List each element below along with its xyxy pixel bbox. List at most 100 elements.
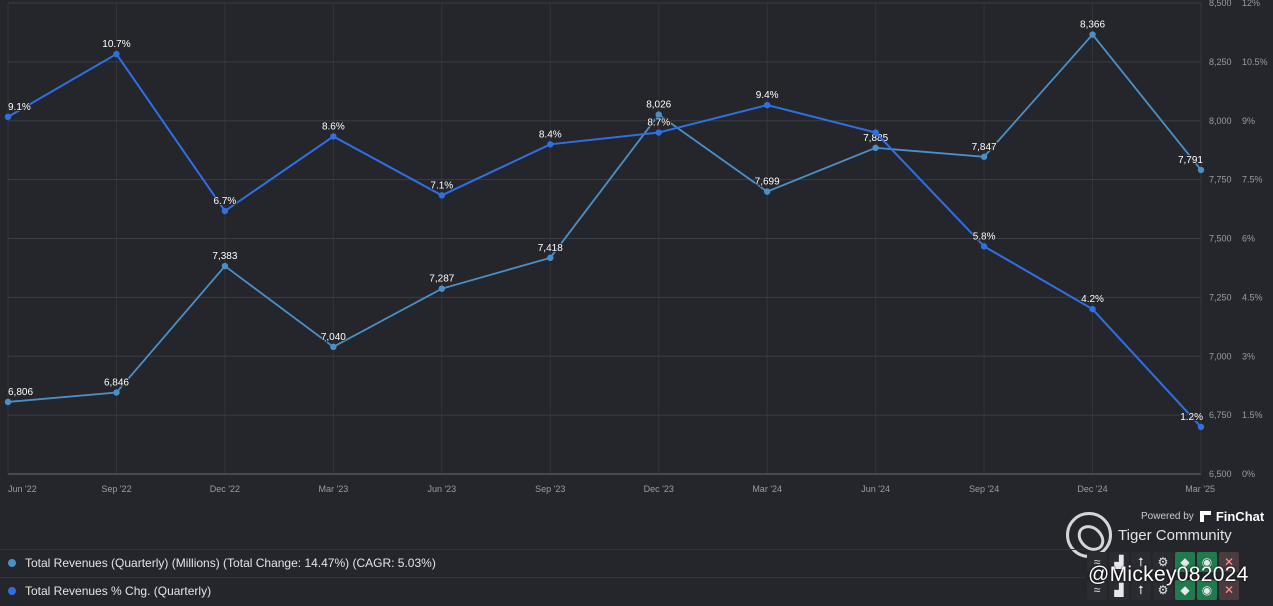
chart-style-icon[interactable]: ≈ <box>1087 552 1107 572</box>
series-controls-pct-chg: ≈ ▟ ⭡ ⚙ ◆ ◉ ✕ <box>1087 580 1239 602</box>
pct-chg-point <box>438 192 446 199</box>
revenue-point <box>1089 31 1096 38</box>
y-left-tick-label: 6,750 <box>1209 410 1232 420</box>
pct-chg-data-label: 5.8% <box>973 231 996 242</box>
sort-icon[interactable]: ⭡ <box>1131 580 1151 600</box>
finchat-logo-icon <box>1198 509 1212 523</box>
watermark: @Mickey082024 <box>1088 563 1249 586</box>
pct-chg-point <box>763 101 771 109</box>
y-right-tick-label: 7.5% <box>1242 175 1263 185</box>
x-tick-label: Sep '23 <box>535 484 565 494</box>
pct-chg-point <box>655 129 662 136</box>
x-tick-label: Dec '24 <box>1077 484 1107 494</box>
legend-dot-pct-chg <box>8 586 16 595</box>
revenue-data-label: 7,040 <box>321 332 346 343</box>
revenue-data-label: 7,287 <box>429 274 454 285</box>
x-tick-label: Jun '24 <box>861 484 890 494</box>
pct-chg-data-label: 1.2% <box>1180 412 1203 423</box>
y-right-tick-label: 4.5% <box>1242 292 1263 302</box>
chart-style-icon[interactable]: ≈ <box>1087 580 1107 600</box>
tag-icon[interactable]: ◆ <box>1175 580 1195 600</box>
x-tick-label: Jun '23 <box>427 484 456 494</box>
pct-chg-data-label: 6.7% <box>214 196 237 207</box>
revenue-point <box>438 285 446 292</box>
y-right-tick-label: 12% <box>1242 0 1260 8</box>
series-controls-revenues: ≈ ▟ ⭡ ⚙ ◆ ◉ ✕ <box>1087 552 1239 574</box>
powered-by-text: Powered by <box>1141 510 1194 522</box>
pct-chg-point <box>4 113 12 121</box>
y-right-tick-label: 10.5% <box>1242 57 1268 67</box>
revenue-point <box>330 343 337 351</box>
pct-chg-data-label: 8.4% <box>539 129 562 140</box>
eye-icon[interactable]: ◉ <box>1197 552 1217 572</box>
x-tick-label: Mar '24 <box>752 484 782 494</box>
revenue-data-label: 7,847 <box>972 142 997 153</box>
gear-icon[interactable]: ⚙ <box>1153 580 1173 600</box>
x-tick-label: Mar '23 <box>318 484 348 494</box>
revenue-point <box>872 144 879 152</box>
bar-chart-icon[interactable]: ▟ <box>1109 552 1129 572</box>
pct-chg-point <box>1089 305 1096 313</box>
pct-chg-data-label: 9.1% <box>8 102 31 113</box>
revenue-data-label: 7,791 <box>1178 155 1203 166</box>
y-left-tick-label: 8,250 <box>1209 57 1232 67</box>
close-icon[interactable]: ✕ <box>1219 552 1239 572</box>
y-right-tick-label: 9% <box>1242 116 1255 126</box>
revenue-data-label: 6,846 <box>104 378 129 389</box>
close-icon[interactable]: ✕ <box>1219 580 1239 600</box>
revenue-point <box>113 389 120 396</box>
y-left-tick-label: 7,750 <box>1209 175 1232 185</box>
revenue-point <box>763 188 771 195</box>
y-left-tick-label: 6,500 <box>1209 469 1232 479</box>
pct-chg-data-label: 4.2% <box>1081 294 1104 305</box>
x-tick-label: Dec '22 <box>210 484 240 494</box>
eye-icon[interactable]: ◉ <box>1197 580 1217 600</box>
pct-chg-point <box>330 133 337 140</box>
revenue-point <box>547 254 554 262</box>
y-left-tick-label: 8,500 <box>1209 0 1232 8</box>
revenue-point <box>655 111 662 118</box>
x-tick-label: Sep '24 <box>969 484 999 494</box>
pct-chg-data-label: 9.4% <box>756 90 779 101</box>
sort-icon[interactable]: ⭡ <box>1131 552 1151 572</box>
pct-chg-data-label: 10.7% <box>102 39 130 50</box>
revenue-data-label: 6,806 <box>8 387 33 398</box>
legend-dot-revenues <box>8 558 16 567</box>
bar-chart-icon[interactable]: ▟ <box>1109 580 1129 600</box>
pct-chg-point <box>547 141 554 148</box>
revenue-point <box>4 398 12 406</box>
revenue-point <box>980 153 988 160</box>
tag-icon[interactable]: ◆ <box>1175 552 1195 572</box>
gear-icon[interactable]: ⚙ <box>1153 552 1173 572</box>
revenue-data-label: 7,699 <box>755 177 780 188</box>
y-right-tick-label: 1.5% <box>1242 410 1263 420</box>
revenue-data-label: 7,383 <box>212 251 237 262</box>
chart-area: 6,500 6,750 7,000 7,250 7,500 7,750 8,000 8,250… <box>4 0 1268 494</box>
revenue-point <box>1197 166 1205 174</box>
legend-row-revenues[interactable]: Total Revenues (Quarterly) (Millions) (T… <box>0 549 1085 575</box>
x-tick-label: Sep '22 <box>101 484 131 494</box>
tiger-community-label: Tiger Community <box>1118 527 1232 544</box>
pct-chg-point <box>221 207 229 215</box>
legend-row-pct-chg[interactable]: Total Revenues % Chg. (Quarterly) <box>0 577 1085 603</box>
y-right-tick-label: 0% <box>1242 469 1255 479</box>
y-left-tick-label: 7,000 <box>1209 351 1232 361</box>
x-tick-label: Dec '23 <box>644 484 674 494</box>
pct-chg-data-label: 7.1% <box>430 180 453 191</box>
revenue-data-label: 7,418 <box>538 243 563 254</box>
legend-label-pct-chg: Total Revenues % Chg. (Quarterly) <box>25 583 212 598</box>
revenue-data-label: 7,885 <box>863 133 888 144</box>
x-tick-label: Mar '25 <box>1185 484 1215 494</box>
y-right-tick-label: 3% <box>1242 351 1255 361</box>
pct-chg-point <box>113 50 120 58</box>
pct-chg-point <box>980 243 988 250</box>
y-right-tick-label: 6% <box>1242 234 1255 244</box>
pct-chg-data-label: 8.6% <box>322 121 345 132</box>
powered-by: Powered by FinChat <box>1141 508 1264 524</box>
y-left-tick-label: 7,500 <box>1209 234 1232 244</box>
revenue-line <box>7 33 1202 403</box>
pct-chg-point <box>1197 423 1205 431</box>
y-left-tick-label: 8,000 <box>1209 116 1232 126</box>
y-left-tick-label: 7,250 <box>1209 292 1232 302</box>
revenue-data-label: 8,366 <box>1080 20 1105 31</box>
